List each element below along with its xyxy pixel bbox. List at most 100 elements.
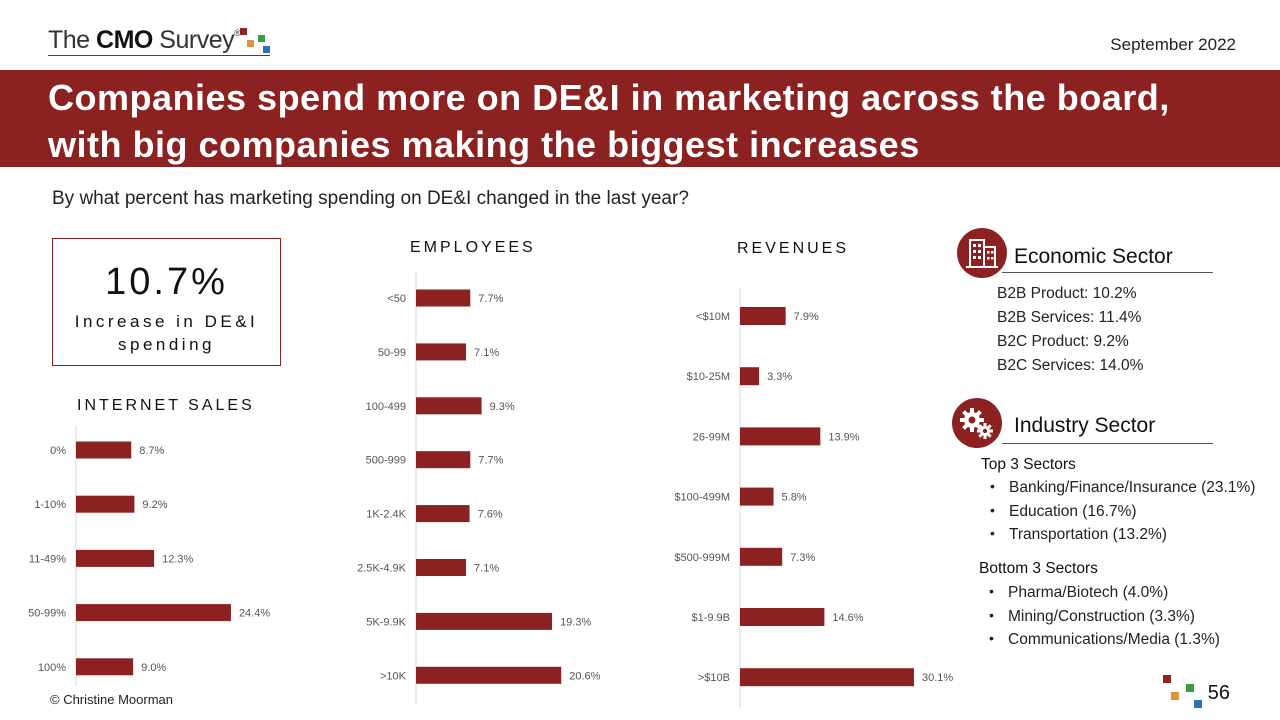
value-label: 9.2% — [142, 499, 167, 511]
logo-registered: ® — [234, 28, 241, 38]
category-label: 100% — [38, 662, 66, 674]
value-label: 12.3% — [162, 553, 193, 565]
bar — [76, 549, 155, 567]
category-label: 100-499 — [366, 401, 406, 413]
bar — [416, 505, 470, 523]
kpi-box: 10.7% Increase in DE&I spending — [52, 238, 281, 366]
category-label: 50-99 — [378, 347, 406, 359]
category-label: 26-99M — [693, 431, 730, 443]
industry-sector-divider — [1002, 443, 1213, 444]
top-sector-item: Banking/Finance/Insurance (23.1%) — [990, 478, 1255, 503]
economic-item: B2B Services: 11.4% — [997, 309, 1142, 326]
category-label: $100-499M — [674, 492, 730, 504]
bar — [740, 668, 914, 687]
building-icon — [957, 228, 1007, 278]
bar — [740, 547, 783, 566]
bar — [76, 658, 134, 676]
category-label: 2.5K-4.9K — [357, 563, 407, 575]
value-label: 9.3% — [490, 401, 515, 413]
bar — [416, 559, 467, 576]
value-label: 24.4% — [239, 608, 270, 620]
bottom-sectors-list: Pharma/Biotech (4.0%) Mining/Constructio… — [989, 583, 1220, 655]
category-label: 1-10% — [34, 499, 66, 511]
value-label: 7.1% — [474, 347, 499, 359]
logo-square-red — [240, 28, 247, 35]
value-label: 7.7% — [478, 455, 503, 467]
title-banner — [0, 70, 1280, 167]
category-label: <50 — [387, 293, 406, 305]
bar — [416, 666, 562, 684]
bar — [740, 608, 825, 626]
top-sectors-title: Top 3 Sectors — [981, 456, 1076, 473]
logo-underline — [48, 55, 270, 56]
value-label: 3.3% — [767, 371, 792, 383]
value-label: 8.7% — [139, 445, 164, 457]
logo-square-orange — [247, 40, 254, 47]
bar — [416, 397, 482, 415]
logo-prefix: The — [48, 26, 97, 54]
internet-sales-chart-title: INTERNET SALES — [77, 397, 255, 414]
kpi-value: 10.7% — [105, 261, 228, 303]
gears-icon — [952, 398, 1002, 448]
category-label: >10K — [380, 670, 407, 682]
bottom-sector-item: Pharma/Biotech (4.0%) — [989, 583, 1220, 608]
employees-chart-title: EMPLOYEES — [410, 239, 536, 256]
economic-sector-heading: Economic Sector — [1014, 245, 1173, 268]
economic-item: B2B Product: 10.2% — [997, 285, 1137, 302]
footer-square-orange — [1171, 692, 1179, 700]
industry-sector-heading: Industry Sector — [1014, 414, 1156, 437]
bar — [416, 451, 471, 469]
economic-sector-divider — [1002, 272, 1213, 273]
bottom-sector-item: Communications/Media (1.3%) — [989, 630, 1220, 655]
economic-sector-list: B2B Product: 10.2% B2B Services: 11.4% B… — [997, 285, 1143, 381]
value-label: 7.3% — [790, 552, 815, 564]
bottom-sectors-title: Bottom 3 Sectors — [979, 560, 1098, 577]
bar — [416, 343, 467, 361]
value-label: 7.9% — [794, 311, 819, 323]
logo-bold: CMO — [96, 26, 153, 54]
copyright-footer: © Christine Moorman — [50, 692, 174, 707]
bar — [76, 441, 132, 459]
economic-item: B2C Services: 14.0% — [997, 357, 1144, 374]
category-label: $500-999M — [674, 552, 730, 564]
bar — [740, 307, 786, 325]
report-date: September 2022 — [1110, 35, 1236, 54]
revenues-chart-title: REVENUES — [737, 240, 850, 257]
employees-bar-chart: <50 7.7% 50-99 7.1% 100-499 9.3% 500-999 7.7% 1K… — [357, 272, 601, 704]
category-label: 50-99% — [28, 608, 66, 620]
logo-square-green — [258, 35, 265, 42]
value-label: 13.9% — [828, 431, 859, 443]
category-label: <$10M — [696, 311, 730, 323]
value-label: 19.3% — [560, 616, 591, 628]
bar — [76, 604, 231, 622]
kpi-label: Increase in DE&I spending — [74, 312, 259, 354]
value-label: 7.6% — [478, 509, 503, 521]
category-label: $10-25M — [687, 371, 730, 383]
top-sector-item: Transportation (13.2%) — [990, 525, 1255, 550]
category-label: 11-49% — [29, 553, 66, 565]
footer-square-green — [1186, 684, 1194, 692]
economic-item: B2C Product: 9.2% — [997, 333, 1129, 350]
value-label: 20.6% — [569, 670, 600, 682]
bar — [416, 612, 553, 630]
value-label: 7.7% — [478, 293, 503, 305]
bar — [740, 367, 760, 386]
page-number: 56 — [1207, 682, 1230, 704]
revenues-bar-chart: <$10M 7.9% $10-25M 3.3% 26-99M 13.9% $100-499M… — [674, 288, 953, 708]
value-label: 9.0% — [141, 662, 166, 674]
category-label: 500-999 — [366, 455, 406, 467]
bar — [740, 487, 774, 506]
category-label: 1K-2.4K — [366, 509, 406, 521]
value-label: 14.6% — [832, 612, 863, 624]
category-label: $1-9.9B — [691, 612, 730, 624]
top-sectors-list: Banking/Finance/Insurance (23.1%) Educat… — [990, 478, 1255, 550]
cmo-survey-logo: The CMO Survey® — [48, 26, 241, 55]
category-label: 5K-9.9K — [366, 616, 406, 628]
footer-square-blue — [1194, 700, 1202, 708]
top-sector-item: Education (16.7%) — [990, 502, 1255, 527]
category-label: 0% — [50, 445, 66, 457]
logo-suffix: Survey — [152, 26, 235, 54]
value-label: 5.8% — [782, 492, 807, 504]
internet-sales-bar-chart: 0% 8.7% 1-10% 9.2% 11-49% 12.3% 50-99% 24.4% 100… — [28, 425, 270, 687]
value-label: 7.1% — [474, 563, 499, 575]
